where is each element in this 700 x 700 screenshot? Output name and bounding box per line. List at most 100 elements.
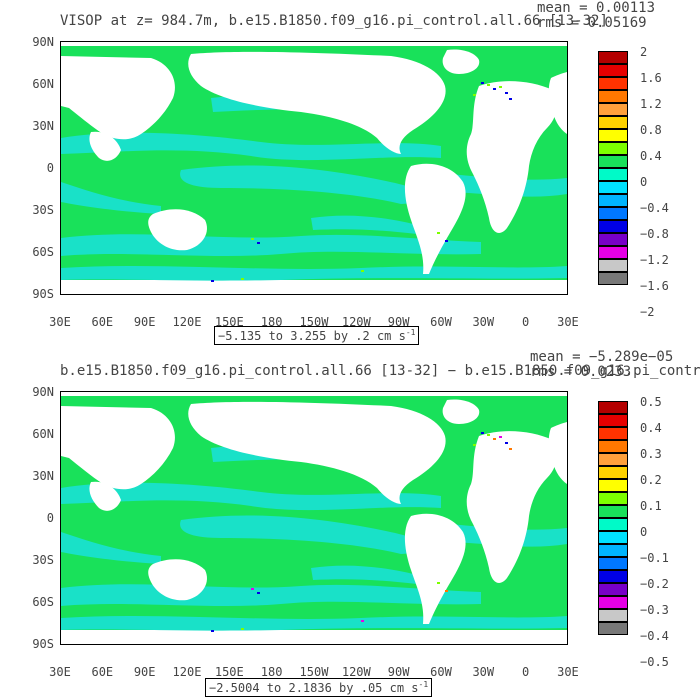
anomaly-speck: [487, 434, 490, 436]
anomaly-speck: [361, 270, 364, 272]
continent-3: [466, 81, 558, 233]
continent-7: [442, 399, 480, 424]
anomaly-speck: [211, 630, 214, 632]
lat-tick-label: 30N: [32, 119, 54, 133]
north-edge-band: [61, 392, 567, 396]
anomaly-speck: [509, 98, 512, 100]
lon-tick-label: 30E: [557, 665, 579, 679]
lat-tick-label: 60N: [32, 77, 54, 91]
lat-tick-label: 60S: [32, 245, 54, 259]
colorbar-label: −0.4: [640, 201, 669, 215]
anomaly-speck: [505, 442, 508, 444]
current-band-5: [61, 616, 567, 631]
lon-tick-label: 180: [260, 315, 283, 329]
lon-tick-label: 60E: [91, 315, 114, 329]
colorbar-swatch: [598, 64, 628, 77]
lat-tick-label: 30N: [32, 469, 54, 483]
anomaly-speck: [361, 620, 364, 622]
current-band-1: [61, 132, 441, 161]
lon-tick-label: 60E: [91, 665, 114, 679]
panel1-title: VISOP at z= 984.7m, b.e15.B1850.f09_g16.…: [60, 13, 608, 29]
lat-tick-label: 90S: [32, 637, 54, 651]
lat-tick-label: 0: [46, 511, 54, 525]
lat-tick-label: 90N: [32, 385, 54, 399]
colorbar-swatch: [598, 155, 628, 168]
continent-5: [61, 56, 175, 140]
continent-4: [548, 72, 567, 134]
colorbar-label: −0.5: [640, 655, 669, 669]
panel1-range-text: −5.135 to 3.255 by .2 cm s: [218, 329, 406, 343]
antarctica-band: [61, 280, 567, 294]
colorbar-swatch: [598, 622, 628, 635]
colorbar-swatch: [598, 544, 628, 557]
anomaly-speck: [473, 444, 476, 446]
colorbar-swatch: [598, 518, 628, 531]
lon-tick-label: 150E: [214, 665, 244, 679]
anomaly-speck: [251, 588, 254, 590]
colorbar-label: −1.2: [640, 253, 669, 267]
panel2-map: [60, 391, 568, 645]
panel1-range-exp: -1: [405, 328, 416, 337]
colorbar-label: −0.4: [640, 629, 669, 643]
continent-3: [466, 431, 558, 583]
colorbar-swatch: [598, 453, 628, 466]
lon-tick-label: 90W: [387, 665, 410, 679]
lat-tick-label: 90S: [32, 287, 54, 301]
lon-tick-label: 150W: [299, 665, 329, 679]
anomaly-speck: [493, 438, 496, 440]
colorbar-swatch: [598, 609, 628, 622]
colorbar-swatch: [598, 427, 628, 440]
colorbar-label: 1.6: [640, 71, 662, 85]
lon-tick-label: 120W: [341, 315, 371, 329]
colorbar-label: −0.1: [640, 551, 669, 565]
colorbar-label: 0.1: [640, 499, 662, 513]
colorbar-swatch: [598, 207, 628, 220]
anomaly-speck: [509, 448, 512, 450]
panel2-range-box: −2.5004 to 2.1836 by .05 cm s-1: [205, 678, 433, 697]
current-band-2: [180, 165, 433, 204]
colorbar-label: 1.2: [640, 97, 662, 111]
lon-tick-label: 0: [522, 315, 530, 329]
colorbar-swatch: [598, 401, 628, 414]
lon-tick-label: 30E: [49, 315, 71, 329]
colorbar-swatch: [598, 246, 628, 259]
lon-tick-label: 150W: [299, 315, 329, 329]
colorbar-swatch: [598, 440, 628, 453]
antarctica-band: [61, 630, 567, 644]
colorbar-swatch: [598, 51, 628, 64]
current-band-2: [180, 515, 433, 554]
continent-6: [148, 209, 207, 251]
panel2-range-exp: -1: [418, 680, 429, 689]
colorbar-swatch: [598, 466, 628, 479]
anomaly-speck: [251, 238, 254, 240]
panel2-rms: rms = 0.0233: [530, 364, 632, 380]
anomaly-speck: [473, 94, 476, 96]
continent-2: [404, 163, 466, 274]
panel1-mean: mean = 0.00113: [537, 0, 656, 16]
colorbar-swatch: [598, 129, 628, 142]
continent-7: [442, 49, 480, 74]
anomaly-speck: [211, 280, 214, 282]
anomaly-speck: [445, 240, 448, 242]
anomaly-speck: [241, 628, 244, 630]
lon-tick-label: 90E: [133, 665, 156, 679]
lon-tick-label: 30E: [557, 315, 579, 329]
colorbar-swatch: [598, 583, 628, 596]
lon-tick-label: 150E: [214, 315, 244, 329]
lon-tick-label: 30E: [49, 665, 71, 679]
colorbar-label: −0.3: [640, 603, 669, 617]
colorbar-swatch: [598, 233, 628, 246]
continent-4: [548, 422, 567, 484]
colorbar-swatch: [598, 531, 628, 544]
continent-8: [89, 481, 121, 511]
panel2-title: b.e15.B1850.f09_g16.pi_control.all.66 [1…: [60, 363, 700, 379]
lat-tick-label: 30S: [32, 553, 54, 567]
panel1-range-box: −5.135 to 3.255 by .2 cm s-1: [214, 326, 420, 345]
lat-tick-label: 30S: [32, 203, 54, 217]
colorbar-label: 0.2: [640, 473, 662, 487]
lon-tick-label: 120W: [341, 665, 371, 679]
colorbar-swatch: [598, 414, 628, 427]
colorbar-swatch: [598, 142, 628, 155]
colorbar-label: 0.5: [640, 395, 662, 409]
colorbar-label: 0: [640, 525, 648, 539]
